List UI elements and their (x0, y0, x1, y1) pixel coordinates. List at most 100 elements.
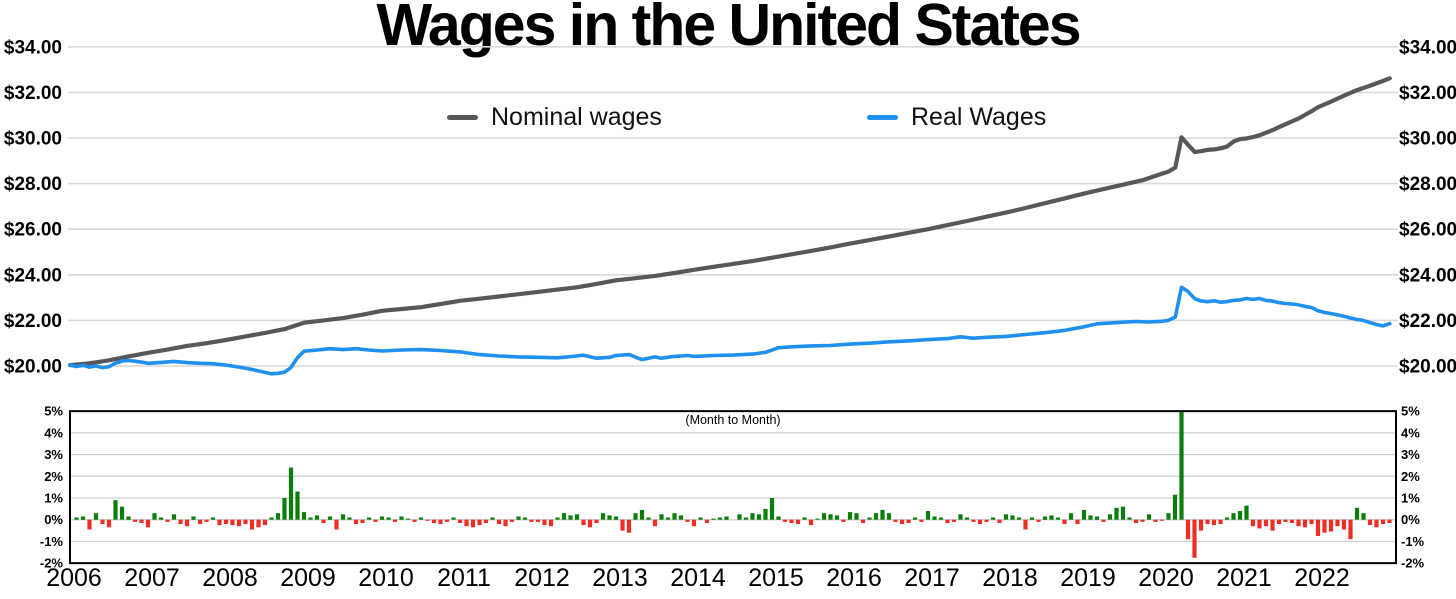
y-axis-label-left: $20.00 (4, 357, 62, 378)
legend-label-real: Real Wages (911, 103, 1047, 131)
mom-bar (405, 518, 411, 520)
year-label-2006: 2006 (46, 564, 102, 592)
mom-bar (490, 517, 495, 520)
mom-bar (945, 519, 950, 523)
mom-bar (87, 519, 92, 530)
mom-bar (126, 516, 131, 520)
year-label-2008: 2008 (202, 564, 258, 592)
mom-bar (1367, 519, 1373, 526)
y-axis-label-left: $30.00 (4, 129, 62, 150)
pct-axis-label-right: 0% (1401, 512, 1420, 527)
mom-bar (457, 519, 463, 523)
mom-bar (249, 519, 255, 530)
mom-bar (1361, 513, 1366, 520)
mom-bar (288, 467, 294, 520)
mom-bar (1185, 519, 1191, 540)
mom-bar (724, 516, 729, 520)
mom-bar (542, 519, 547, 526)
mom-bar (386, 517, 391, 520)
mom-bar (1016, 517, 1022, 520)
pct-axis-label-left: 1% (44, 491, 63, 506)
mom-bar (867, 517, 872, 520)
mom-bar (522, 517, 528, 520)
mom-bar (1257, 519, 1262, 529)
pct-axis-label-left: 3% (44, 447, 63, 462)
mom-bar (282, 498, 287, 520)
mom-bar (171, 514, 177, 520)
y-axis-label-left: $26.00 (4, 220, 62, 241)
mom-bar (1250, 519, 1256, 527)
y-axis-label-right: $24.00 (1399, 265, 1456, 286)
mom-bar (997, 519, 1002, 523)
mom-bar (1328, 519, 1334, 532)
y-axis-label-left: $34.00 (4, 37, 62, 58)
mom-bar (145, 519, 151, 528)
mom-bar (828, 514, 833, 520)
mom-bar (483, 519, 489, 523)
mom-bar (1140, 519, 1145, 522)
mom-bar (711, 518, 716, 520)
mom-bar (1179, 411, 1184, 520)
mom-bar (717, 517, 723, 520)
mom-bar (80, 516, 86, 520)
pct-axis-label-right: -1% (1401, 534, 1425, 549)
mom-bar (262, 519, 268, 526)
mom-bar (782, 519, 788, 522)
year-label-2016: 2016 (826, 564, 882, 592)
mom-bar (529, 519, 534, 522)
mom-bar (412, 519, 417, 522)
y-axis-label-left: $24.00 (4, 265, 62, 286)
mom-bar (971, 519, 976, 522)
mom-bar (184, 519, 190, 527)
mom-bar (750, 513, 755, 520)
year-label-2017: 2017 (904, 564, 960, 592)
mom-bar (821, 513, 827, 520)
mom-bar (607, 515, 612, 520)
mom-bar (1159, 519, 1165, 521)
mom-bar (1270, 519, 1275, 531)
pct-axis-label-left: 5% (44, 405, 63, 419)
mom-bar (178, 519, 183, 524)
year-label-2012: 2012 (514, 564, 570, 592)
mom-bar (990, 517, 996, 520)
pct-axis-label-left: 4% (44, 425, 63, 440)
legend-label-nominal: Nominal wages (491, 103, 662, 131)
year-label-2014: 2014 (670, 564, 726, 592)
mom-bar (600, 513, 606, 520)
mom-bar (984, 519, 989, 522)
mom-bar (678, 515, 684, 520)
mom-bar (854, 513, 859, 520)
mom-bar (685, 519, 690, 522)
mom-bar (652, 519, 658, 527)
mom-bar (1231, 513, 1236, 520)
mom-bar (119, 506, 125, 520)
mom-bar (477, 519, 482, 526)
mom-bar (165, 519, 170, 522)
mom-bar (301, 512, 307, 520)
mom-bar (1348, 519, 1353, 540)
mom-bar (132, 519, 138, 522)
mom-bar (626, 519, 632, 533)
mom-bar (503, 519, 508, 527)
year-label-2019: 2019 (1060, 564, 1116, 592)
wage-line-chart: $20.00 $20.00 $22.00 $22.00 $24.00 $24.00 $26.… (4, 37, 1456, 378)
mom-bar (1003, 514, 1009, 520)
mom-bar (1315, 519, 1321, 536)
mom-bar (594, 519, 599, 523)
mom-bar (886, 513, 892, 520)
pct-axis-label-right: -2% (1401, 556, 1425, 571)
mom-bar (158, 517, 164, 520)
mom-bar (1023, 519, 1028, 530)
mom-bar (1289, 519, 1295, 523)
mom-bar (789, 519, 794, 523)
mom-bar (1010, 515, 1015, 520)
mom-bar (1244, 505, 1249, 520)
year-label-2013: 2013 (592, 564, 648, 592)
y-axis-label-right: $30.00 (1399, 129, 1456, 150)
year-label-2015: 2015 (748, 564, 804, 592)
legend-item-nominal: Nominal wages (447, 103, 662, 132)
mom-bar (899, 519, 905, 524)
mom-bar (1101, 519, 1106, 522)
mom-bar (425, 519, 430, 521)
mom-bar (327, 516, 333, 520)
